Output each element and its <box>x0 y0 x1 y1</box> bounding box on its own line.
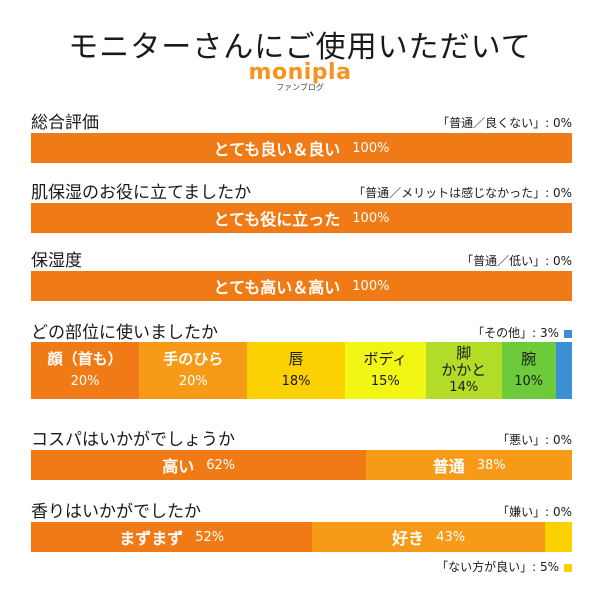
side-note-text: 「普通／良くない」: 0% <box>437 116 572 130</box>
chart-section-1: 肌保湿のお役に立てましたか 「普通／メリットは感じなかった」: 0% とても役に立っ… <box>31 178 572 258</box>
segment-label: とても役に立った <box>213 210 341 229</box>
stacked-bar: まずまず 52% 好き 43% <box>31 522 572 552</box>
segment-label: 高い <box>162 457 195 476</box>
segment-label: ボディ <box>363 350 408 369</box>
bar-segment: 腕 10% <box>501 342 556 399</box>
segment-percent: 52% <box>195 529 225 545</box>
stacked-bar: 顔（首も） 20% 手のひら 20% 唇 18% ボディ 15% 脚 かかと 14% 腕 10% <box>31 342 572 399</box>
chart-section-5: 香りはいかがでしたか 「嫌い」: 0% まずまず 52% 好き 43% 「ない方が良い」: … <box>31 497 572 577</box>
question-label: 肌保湿のお役に立てましたか <box>31 183 252 203</box>
side-note-text: 「普通／低い」: 0% <box>461 254 572 268</box>
side-note-text: 「嫌い」: 0% <box>497 505 572 519</box>
side-note-bottom: 「ない方が良い」: 5% <box>436 558 572 575</box>
stacked-bar: 高い 62% 普通 38% <box>31 450 572 480</box>
segment-percent: 20% <box>70 373 100 389</box>
side-note: 「普通／良くない」: 0% <box>437 114 572 131</box>
bar-segment <box>555 342 572 399</box>
segment-percent: 100% <box>352 278 390 294</box>
question-label: コスパはいかがでしょうか <box>31 430 235 450</box>
question-label: 保湿度 <box>31 251 82 271</box>
segment-percent: 15% <box>370 373 400 389</box>
logo-text: monipla <box>248 60 352 85</box>
segment-percent: 10% <box>514 373 544 389</box>
bar-segment: 唇 18% <box>247 342 345 399</box>
bar-segment: とても良い＆良い 100% <box>31 133 572 163</box>
side-note-text: 「その他」: 3% <box>472 326 559 340</box>
bar-segment: 好き 43% <box>312 522 545 552</box>
segment-label: 好き <box>392 529 425 548</box>
chart-section-2: 保湿度 「普通／低い」: 0% とても高い＆高い 100% <box>31 246 572 326</box>
bar-segment: とても役に立った 100% <box>31 203 572 233</box>
segment-percent: 100% <box>352 210 390 226</box>
segment-percent: 14% <box>449 380 479 396</box>
chart-section-3: どの部位に使いましたか 「その他」: 3% 顔（首も） 20% 手のひら 20% 唇 18% ボ… <box>31 318 572 424</box>
legend-swatch <box>564 563 572 572</box>
page-title: モニターさんにご使用いただいて <box>68 30 532 65</box>
segment-label: 顔（首も） <box>47 350 123 369</box>
question-label: 香りはいかがでしたか <box>31 502 201 522</box>
chart-section-0: 総合評価 「普通／良くない」: 0% とても良い＆良い 100% <box>31 108 572 188</box>
bar-segment: 脚 かかと 14% <box>425 342 502 399</box>
side-note-text: 「ない方が良い」: 5% <box>436 560 559 574</box>
bar-segment <box>544 522 572 552</box>
logo-subtext: ファンブログ <box>276 83 324 92</box>
segment-percent: 18% <box>281 373 311 389</box>
stacked-bar: とても良い＆良い 100% <box>31 133 572 163</box>
segment-label: 手のひら <box>163 350 224 369</box>
chart-section-4: コスパはいかがでしょうか 「悪い」: 0% 高い 62% 普通 38% <box>31 425 572 505</box>
monipla-logo: monipla ファンブログ <box>0 60 600 93</box>
bar-segment: 高い 62% <box>31 450 367 480</box>
bar-segment: ボディ 15% <box>344 342 426 399</box>
bar-segment: 顔（首も） 20% <box>31 342 140 399</box>
side-note: 「嫌い」: 0% <box>497 503 572 520</box>
segment-percent: 43% <box>436 529 466 545</box>
question-label: どの部位に使いましたか <box>31 323 218 343</box>
bar-segment: とても高い＆高い 100% <box>31 271 572 301</box>
side-note-text: 「悪い」: 0% <box>497 433 572 447</box>
segment-percent: 20% <box>178 373 208 389</box>
segment-percent: 38% <box>476 457 506 473</box>
side-note: 「普通／低い」: 0% <box>461 252 572 269</box>
segment-percent: 62% <box>206 457 236 473</box>
stacked-bar: とても高い＆高い 100% <box>31 271 572 301</box>
segment-label: まずまず <box>119 529 184 548</box>
side-note: 「悪い」: 0% <box>497 431 572 448</box>
segment-label: とても高い＆高い <box>213 278 341 297</box>
bar-segment: まずまず 52% <box>31 522 313 552</box>
bar-segment: 普通 38% <box>366 450 572 480</box>
legend-swatch <box>564 329 572 338</box>
stacked-bar: とても役に立った 100% <box>31 203 572 233</box>
segment-percent: 100% <box>352 140 390 156</box>
segment-label: 腕 <box>521 350 537 369</box>
side-note: 「その他」: 3% <box>472 324 572 341</box>
side-note: 「普通／メリットは感じなかった」: 0% <box>353 184 572 201</box>
segment-label: 普通 <box>432 457 465 476</box>
segment-label: 脚 かかと <box>441 343 487 380</box>
segment-label: とても良い＆良い <box>213 140 341 159</box>
side-note-text: 「普通／メリットは感じなかった」: 0% <box>353 186 572 200</box>
question-label: 総合評価 <box>31 113 99 133</box>
bar-segment: 手のひら 20% <box>139 342 248 399</box>
segment-label: 唇 <box>288 350 304 369</box>
